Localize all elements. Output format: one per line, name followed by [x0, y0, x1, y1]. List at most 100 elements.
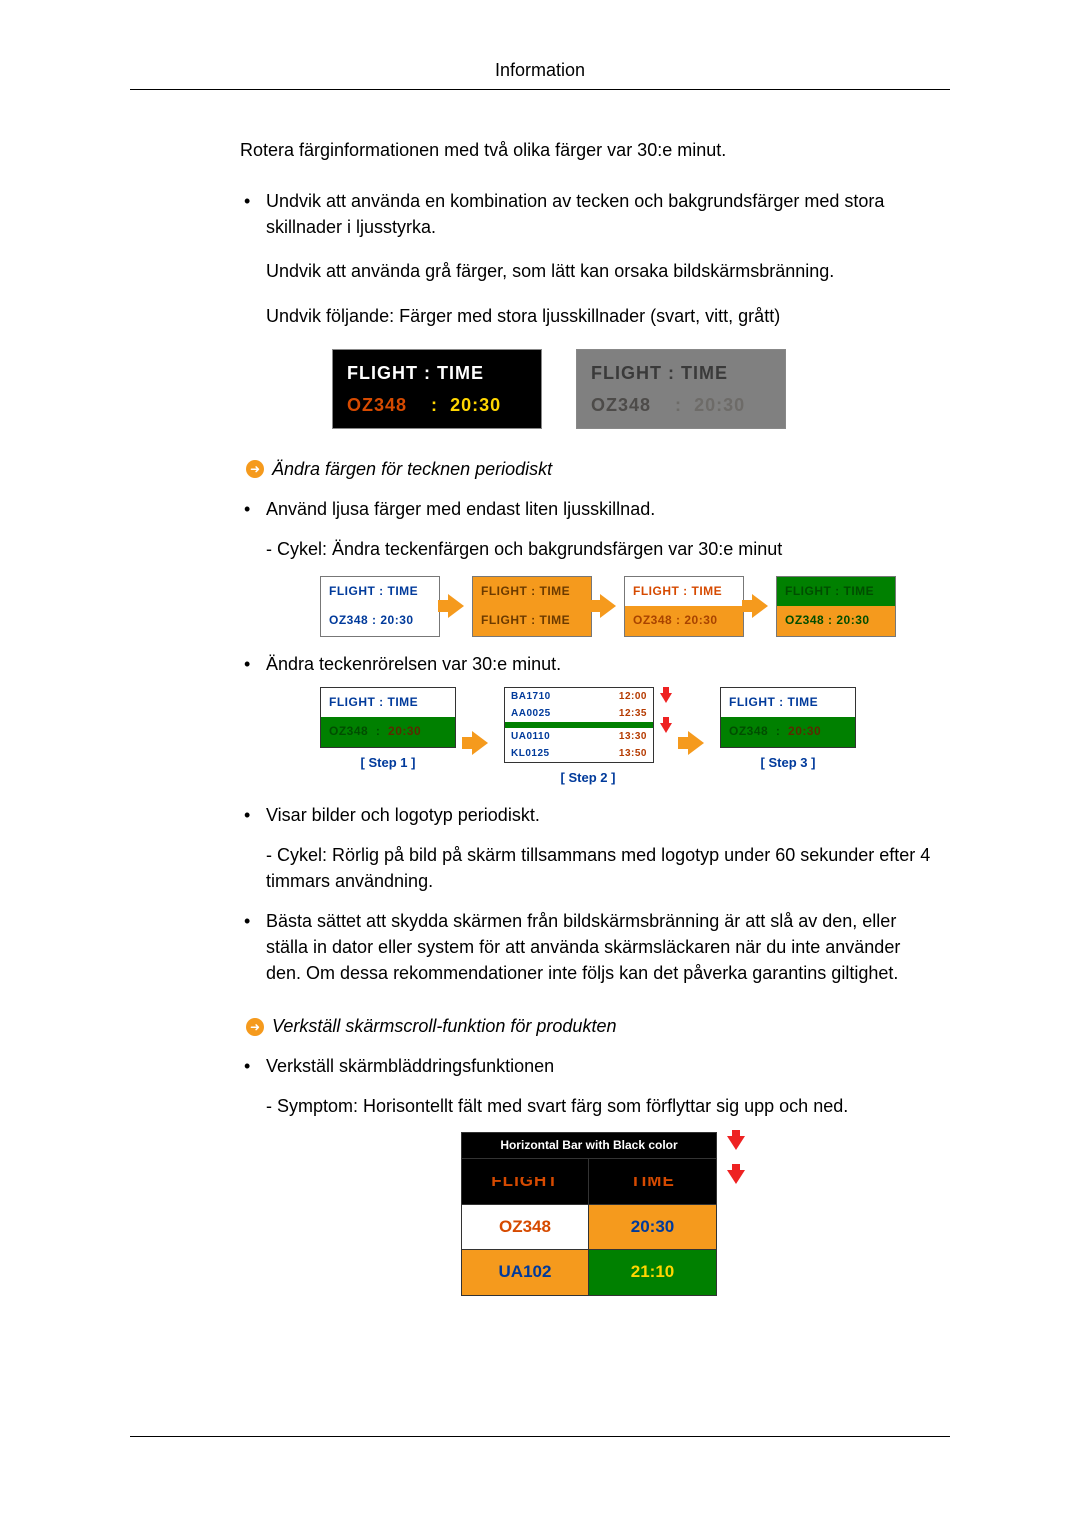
figure-contrast-panels: FLIGHT : TIME OZ348 : 20:30 FLIGHT : TIM… — [266, 349, 940, 429]
cycle-cell-3-r1: FLIGHT : TIME — [625, 577, 743, 606]
arrow-down-icon — [727, 1170, 745, 1184]
hb-r3c2: 21:10 — [589, 1249, 716, 1295]
bullet-4-sub: - Cykel: Rörlig på bild på skärm tillsam… — [266, 842, 940, 894]
hb-r3c1: UA102 — [462, 1249, 589, 1295]
arrow-right-icon: ➜ — [246, 1018, 264, 1036]
hb-row-2: OZ348 20:30 — [462, 1204, 716, 1250]
cycle-cell-3-r2: OZ348 : 20:30 — [625, 606, 743, 635]
step-2-arrows — [660, 687, 672, 763]
panel-dark-line2: OZ348 : 20:30 — [333, 390, 541, 428]
bullet-1: Undvik att använda en kombination av tec… — [240, 188, 940, 429]
step-3-r1: FLIGHT : TIME — [721, 688, 855, 717]
content: Rotera färginformationen med två olika f… — [130, 138, 950, 1296]
hb-arrows — [727, 1132, 745, 1296]
panel-grey-line2: OZ348 : 20:30 — [577, 390, 785, 428]
step-3-label: [ Step 3 ] — [761, 754, 816, 773]
cycle-cell-3: FLIGHT : TIME OZ348 : 20:30 — [624, 576, 744, 637]
step-2: BA171012:00 AA002512:35 UA011013:30 KL01… — [504, 687, 672, 788]
bullet-2-sub: - Cykel: Ändra teckenfärgen och bakgrund… — [266, 536, 940, 562]
bullet-1-p1: Undvik att använda en kombination av tec… — [266, 191, 884, 237]
bullet-list-3: Verkställ skärmbläddringsfunktionen - Sy… — [240, 1053, 940, 1296]
cycle-cell-4-r1: FLIGHT : TIME — [777, 577, 895, 606]
cycle-cell-2-r2: FLIGHT : TIME — [473, 606, 591, 635]
cycle-cell-1: FLIGHT : TIME OZ348 : 20:30 — [320, 576, 440, 637]
bullet-3-text: Ändra teckenrörelsen var 30:e minut. — [266, 654, 561, 674]
step-1-time: 20:30 — [388, 724, 421, 738]
section-screenscroll-title: Verkställ skärmscroll-funktion för produ… — [272, 1016, 616, 1037]
step-3-flight: OZ348 — [729, 724, 768, 738]
cycle-cell-1-r1: FLIGHT : TIME — [321, 577, 439, 606]
cycle-cell-2-r1: FLIGHT : TIME — [473, 577, 591, 606]
bullet-4: Visar bilder och logotyp periodiskt. - C… — [240, 802, 940, 894]
panel-grey-flight: OZ348 — [591, 395, 651, 415]
scroll-row: KL012513:50 — [505, 745, 653, 762]
bullet-3: Ändra teckenrörelsen var 30:e minut. FLI… — [240, 651, 940, 788]
hb-h2: TIME — [589, 1158, 716, 1204]
arrow-right-icon: ➜ — [246, 460, 264, 478]
scroll-row: BA171012:00 — [505, 688, 653, 705]
arrow-down-icon — [660, 723, 672, 733]
panel-dark-line1: FLIGHT : TIME — [333, 350, 541, 390]
step-1-panel: FLIGHT : TIME OZ348 : 20:30 — [320, 687, 456, 748]
arrow-right-icon — [748, 594, 772, 618]
bullet-5: Bästa sättet att skydda skärmen från bil… — [240, 908, 940, 986]
bullet-4-text: Visar bilder och logotyp periodiskt. — [266, 805, 540, 825]
step-1-r2: OZ348 : 20:30 — [321, 717, 455, 746]
panel-grey-line1: FLIGHT : TIME — [577, 350, 785, 390]
section-change-color: ➜ Ändra färgen för tecknen periodiskt — [240, 459, 940, 480]
step-1-label: [ Step 1 ] — [361, 754, 416, 773]
bullet-6-text: Verkställ skärmbläddringsfunktionen — [266, 1056, 554, 1076]
arrow-right-icon — [444, 594, 468, 618]
bullet-list-1: Undvik att använda en kombination av tec… — [240, 188, 940, 429]
figure-color-cycle: FLIGHT : TIME OZ348 : 20:30 FLIGHT : TIM… — [266, 576, 940, 637]
panel-grey: FLIGHT : TIME OZ348 : 20:30 — [576, 349, 786, 429]
hb-row-header: FLIGHT TIME — [462, 1158, 716, 1204]
bullet-6-sub: - Symptom: Horisontellt fält med svart f… — [266, 1093, 940, 1119]
hb-r2c2: 20:30 — [589, 1204, 716, 1250]
arrow-right-icon — [468, 731, 492, 755]
step-3-r2: OZ348 : 20:30 — [721, 717, 855, 746]
bullet-5-text: Bästa sättet att skydda skärmen från bil… — [266, 911, 900, 983]
cycle-cell-2: FLIGHT : TIME FLIGHT : TIME — [472, 576, 592, 637]
intro-text: Rotera färginformationen med två olika f… — [240, 138, 940, 162]
section-screenscroll: ➜ Verkställ skärmscroll-funktion för pro… — [240, 1016, 940, 1037]
hb-r2c1: OZ348 — [462, 1204, 589, 1250]
panel-dark-time: 20:30 — [450, 395, 501, 415]
step-2-label: [ Step 2 ] — [561, 769, 616, 788]
arrow-down-icon — [660, 693, 672, 703]
arrow-down-icon — [727, 1136, 745, 1150]
page: Information Rotera färginformationen med… — [0, 0, 1080, 1517]
arrow-right-icon — [684, 731, 708, 755]
hb-row-3: UA102 21:10 — [462, 1249, 716, 1295]
step-3: FLIGHT : TIME OZ348 : 20:30 [ Step 3 ] — [720, 687, 856, 773]
cycle-cell-1-r2: OZ348 : 20:30 — [321, 606, 439, 635]
figure-horizontal-bar: Horizontal Bar with Black color FLIGHT T… — [266, 1132, 940, 1296]
bullet-list-2: Använd ljusa färger med endast liten lju… — [240, 496, 940, 986]
hb-table: Horizontal Bar with Black color FLIGHT T… — [461, 1132, 717, 1296]
scroll-row: UA011013:30 — [505, 728, 653, 745]
section-change-color-title: Ändra färgen för tecknen periodiskt — [272, 459, 552, 480]
step-1-flight: OZ348 — [329, 724, 368, 738]
cycle-cell-4: FLIGHT : TIME OZ348 : 20:30 — [776, 576, 896, 637]
bullet-1-p2: Undvik att använda grå färger, som lätt … — [266, 258, 940, 284]
panel-grey-sep: : — [675, 395, 682, 415]
step-1: FLIGHT : TIME OZ348 : 20:30 [ Step 1 ] — [320, 687, 456, 773]
arrow-right-icon — [596, 594, 620, 618]
hb-caption: Horizontal Bar with Black color — [462, 1133, 716, 1158]
step-2-panel: BA171012:00 AA002512:35 UA011013:30 KL01… — [504, 687, 654, 763]
bullet-2-text: Använd ljusa färger med endast liten lju… — [266, 499, 655, 519]
panel-dark: FLIGHT : TIME OZ348 : 20:30 — [332, 349, 542, 429]
step-1-r1: FLIGHT : TIME — [321, 688, 455, 717]
cycle-cell-4-r2: OZ348 : 20:30 — [777, 606, 895, 635]
footer-rule — [130, 1436, 950, 1437]
scroll-row: AA002512:35 — [505, 705, 653, 722]
bullet-1-p3: Undvik följande: Färger med stora ljussk… — [266, 303, 940, 329]
panel-grey-time: 20:30 — [694, 395, 745, 415]
hb-h1: FLIGHT — [462, 1158, 589, 1204]
bullet-2: Använd ljusa färger med endast liten lju… — [240, 496, 940, 637]
bullet-6: Verkställ skärmbläddringsfunktionen - Sy… — [240, 1053, 940, 1296]
panel-dark-flight: OZ348 — [347, 395, 407, 415]
step-3-panel: FLIGHT : TIME OZ348 : 20:30 — [720, 687, 856, 748]
figure-steps: FLIGHT : TIME OZ348 : 20:30 [ Step 1 ] — [266, 687, 940, 788]
step-3-time: 20:30 — [788, 724, 821, 738]
